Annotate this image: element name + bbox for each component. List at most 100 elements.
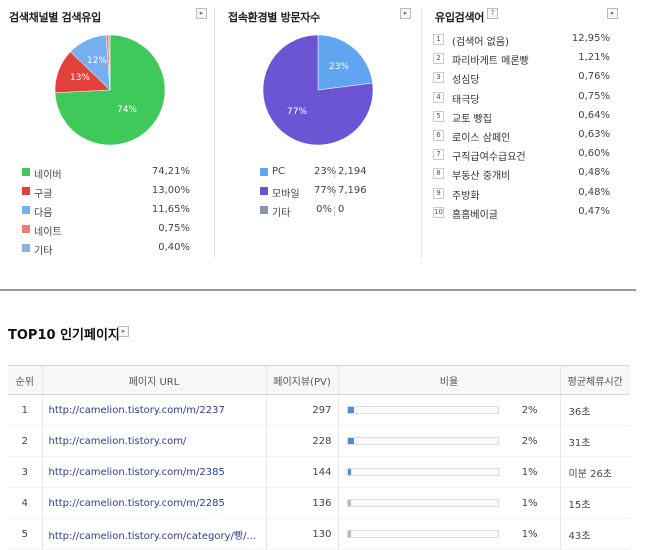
top10-more-button[interactable]: ▸	[118, 326, 129, 337]
keyword-text[interactable]: 교토 빵집	[452, 113, 492, 125]
row-rank: 5	[8, 518, 42, 550]
legend-item: 모바일 77% 7,196	[260, 185, 370, 200]
page-url-link[interactable]: http://camelion.tistory.com/category/빵/…	[48, 530, 257, 542]
keyword-share: 12,95%	[571, 33, 610, 44]
row-pageview: 144	[265, 456, 338, 488]
keyword-rank: 10	[433, 206, 444, 218]
search-channel-more-button[interactable]: ▸	[196, 8, 207, 19]
ratio-bar	[346, 498, 499, 507]
legend-swatch	[260, 168, 268, 176]
legend-value: 11,65%	[151, 204, 190, 215]
search-channel-title: 검색채널별 검색유입	[9, 11, 101, 24]
keyword-text[interactable]: 로이스 삼페인	[452, 133, 511, 144]
row-avg-time: 15초	[559, 487, 630, 519]
page-url-link[interactable]: http://camelion.tistory.com/m/2285	[48, 497, 225, 509]
chevron-right-icon: ▸	[199, 9, 204, 17]
keyword-more-button[interactable]: ▸	[607, 8, 618, 19]
keyword-rank: 9	[433, 187, 444, 199]
question-icon: ?	[490, 9, 495, 17]
table-row: 3 http://camelion.tistory.com/m/2385 144…	[8, 456, 630, 488]
keyword-rank: 2	[433, 53, 444, 65]
keyword-text[interactable]: 홈홈베이글	[452, 209, 498, 221]
table-row: 4 http://camelion.tistory.com/m/2285 136…	[8, 487, 630, 519]
legend-count: 7,196	[338, 185, 367, 196]
header-rank: 순위	[8, 365, 42, 395]
chevron-right-icon: ▸	[121, 327, 126, 335]
legend-label: 다음	[34, 208, 53, 219]
pie-label-naver: 74%	[117, 105, 137, 115]
keyword-share: 0,48%	[578, 167, 610, 179]
keyword-rank: 5	[433, 110, 444, 122]
row-rank: 1	[8, 394, 42, 426]
legend-item: 다음 11,65%	[22, 204, 190, 219]
row-avg-time: 31초	[559, 425, 630, 457]
header-avg-time: 평균체류시간	[559, 365, 630, 395]
ratio-bar-fill	[347, 406, 354, 413]
legend-value: 74,21%	[151, 166, 190, 177]
header-ratio: 비율	[337, 365, 560, 395]
pie-label-mobile: 77%	[287, 107, 307, 117]
keyword-text[interactable]: 주방화	[452, 190, 480, 202]
legend-pct: 0%	[316, 204, 332, 215]
legend-swatch	[22, 225, 30, 233]
pie-label-daum: 12%	[87, 56, 107, 66]
legend-label: 구글	[34, 189, 53, 200]
table-row: 2 http://camelion.tistory.com/ 228 2% 31…	[8, 425, 630, 457]
legend-item: 구글 13,00%	[22, 185, 190, 200]
table-header-row: 순위 페이지 URL 페이지뷰(PV) 비율 평균체류시간	[8, 365, 630, 395]
keyword-share: 1,21%	[578, 52, 610, 64]
legend-swatch	[260, 206, 268, 214]
legend-pct: 23%	[314, 166, 337, 177]
keyword-text[interactable]: 부동산 중개비	[452, 171, 511, 183]
header-url: 페이지 URL	[41, 365, 266, 395]
page-url-link[interactable]: http://camelion.tistory.com/	[48, 435, 187, 447]
keyword-text[interactable]: (검색어 없음)	[452, 37, 509, 48]
row-ratio: 1%	[521, 466, 538, 478]
pie-label-google: 13%	[70, 73, 90, 83]
legend-swatch	[22, 187, 30, 195]
legend-label: 기타	[34, 246, 53, 257]
chevron-right-icon: ▸	[610, 9, 615, 17]
keyword-text[interactable]: 성심당	[452, 75, 480, 87]
divider	[214, 8, 215, 258]
keyword-rank: 4	[433, 91, 444, 103]
device-pie: 23% 77%	[262, 34, 374, 146]
ratio-bar	[346, 529, 499, 538]
keyword-rank: 6	[433, 130, 444, 141]
keyword-text[interactable]: 파리바게트 메론빵	[452, 56, 529, 68]
ratio-bar-fill	[347, 468, 351, 475]
legend-label: PC	[272, 166, 286, 177]
legend-divider	[334, 187, 335, 197]
legend-value: 0,75%	[158, 223, 190, 234]
keyword-share: 0,64%	[578, 109, 610, 121]
row-avg-time: 36초	[559, 394, 630, 426]
row-avg-time: 43초	[559, 518, 630, 550]
row-pageview: 297	[265, 394, 338, 426]
row-ratio: 2%	[521, 404, 538, 416]
legend-value: 0,40%	[158, 242, 190, 253]
row-pageview: 136	[265, 487, 338, 519]
row-avg-time: 미분 26초	[559, 456, 630, 488]
legend-swatch	[22, 168, 30, 176]
device-more-button[interactable]: ▸	[400, 8, 411, 19]
row-rank: 3	[8, 456, 42, 488]
search-channel-pie: 74% 13% 12%	[54, 34, 166, 146]
page-url-link[interactable]: http://camelion.tistory.com/m/2237	[48, 404, 225, 416]
pie-slice-pc	[317, 34, 373, 91]
legend-item: 기타 0% 0	[260, 204, 370, 219]
keyword-text[interactable]: 구직급여수급요건	[452, 152, 526, 164]
keyword-rank: 7	[433, 149, 444, 161]
ratio-bar	[346, 405, 499, 414]
page-url-link[interactable]: http://camelion.tistory.com/m/2385	[48, 466, 225, 478]
legend-divider	[334, 206, 335, 216]
row-ratio: 2%	[521, 435, 538, 447]
chevron-right-icon: ▸	[403, 9, 408, 17]
legend-item: PC 23% 2,194	[260, 166, 370, 180]
pie-slice-mobile	[262, 34, 374, 146]
header-pageview: 페이지뷰(PV)	[265, 365, 338, 395]
keyword-help-button[interactable]: ?	[487, 8, 498, 19]
keyword-title: 유입검색어	[435, 11, 485, 24]
row-rank: 2	[8, 425, 42, 457]
divider	[421, 8, 422, 258]
keyword-text[interactable]: 태극당	[452, 94, 480, 106]
